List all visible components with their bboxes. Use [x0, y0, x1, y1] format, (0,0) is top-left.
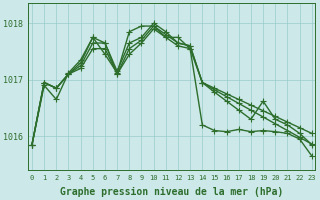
X-axis label: Graphe pression niveau de la mer (hPa): Graphe pression niveau de la mer (hPa): [60, 186, 284, 197]
